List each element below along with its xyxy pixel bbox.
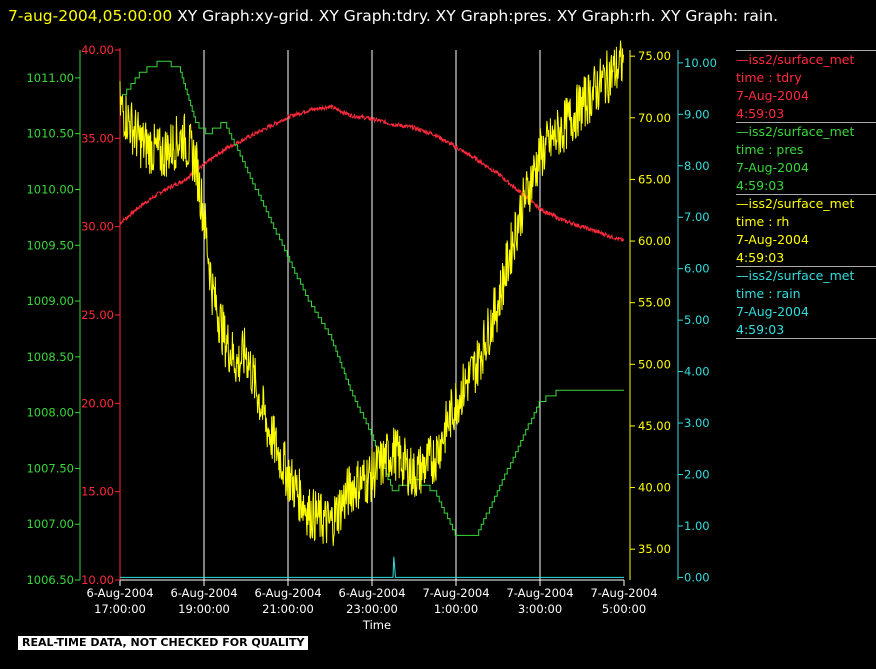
legend-series-name: —iss2/surface_met: [736, 123, 876, 141]
pres-tick-label: 1007.00: [26, 517, 74, 531]
pres-tick-label: 1009.50: [26, 238, 74, 252]
rain-tick-label: 2.00: [684, 468, 710, 482]
rh-tick-label: 60.00: [638, 234, 671, 248]
title-timestamp: 7-aug-2004,05:00:00: [8, 7, 173, 25]
legend-time: 4:59:03: [736, 106, 785, 121]
rain-tick-label: 8.00: [684, 159, 710, 173]
legend-line-swatch: —: [736, 196, 749, 211]
legend-line-swatch: —: [736, 124, 749, 139]
legend-series-label: iss2/surface_met: [748, 196, 855, 211]
legend-separator: [736, 122, 876, 123]
rain-tick-label: 5.00: [684, 313, 710, 327]
pres-tick-label: 1006.50: [26, 573, 74, 587]
rh-series-line: [119, 40, 624, 546]
rh-tick-label: 75.00: [638, 49, 671, 63]
rain-tick-label: 9.00: [684, 107, 710, 121]
rh-tick-label: 50.00: [638, 357, 671, 371]
tdry-tick-label: 40.00: [81, 43, 114, 57]
legend-entry: —iss2/surface_met time : tdry 7-Aug-2004 4:…: [736, 50, 876, 123]
tdry-tick-label: 20.00: [81, 396, 114, 410]
legend-date: 7-Aug-2004: [736, 88, 809, 103]
rain-tick-label: 1.00: [684, 519, 710, 533]
legend-series-label: iss2/surface_met: [748, 124, 855, 139]
legend-series-name: —iss2/surface_met: [736, 267, 876, 285]
x-tick-time: 17:00:00: [94, 602, 146, 616]
legend-entry: —iss2/surface_met time : rh 7-Aug-2004 4:59…: [736, 194, 876, 267]
legend-line-swatch: —: [736, 268, 749, 283]
tdry-tick-label: 15.00: [81, 485, 114, 499]
quality-disclaimer: REAL-TIME DATA, NOT CHECKED FOR QUALITY: [18, 636, 309, 650]
rh-tick-label: 45.00: [638, 419, 671, 433]
title-graph-list: XY Graph:xy-grid. XY Graph:tdry. XY Grap…: [177, 7, 778, 25]
legend-time: 4:59:03: [736, 250, 785, 265]
pres-tick-label: 1008.00: [26, 406, 74, 420]
x-tick-time: 19:00:00: [178, 602, 230, 616]
pres-tick-label: 1011.00: [26, 71, 74, 85]
x-tick-time: 23:00:00: [346, 602, 398, 616]
tdry-tick-label: 35.00: [81, 131, 114, 145]
pres-tick-label: 1010.00: [26, 182, 74, 196]
legend-time: 4:59:03: [736, 322, 785, 337]
x-tick-date: 7-Aug-2004: [506, 586, 573, 600]
legend-separator: [736, 50, 876, 51]
rain-tick-label: 10.00: [684, 56, 717, 70]
rain-tick-label: 4.00: [684, 365, 710, 379]
rh-tick-label: 55.00: [638, 296, 671, 310]
x-tick-date: 7-Aug-2004: [590, 586, 657, 600]
legend-series-label: iss2/surface_met: [748, 52, 855, 67]
legend-separator: [736, 266, 876, 267]
legend-date: 7-Aug-2004: [736, 160, 809, 175]
rh-tick-label: 40.00: [638, 481, 671, 495]
rain-tick-label: 6.00: [684, 262, 710, 276]
x-tick-time: 3:00:00: [518, 602, 562, 616]
tdry-tick-label: 10.00: [81, 573, 114, 587]
tdry-tick-label: 30.00: [81, 220, 114, 234]
legend-variable: time : rh: [736, 214, 790, 229]
rh-tick-label: 65.00: [638, 172, 671, 186]
legend-separator: [736, 338, 876, 339]
legend-date: 7-Aug-2004: [736, 304, 809, 319]
legend-variable: time : pres: [736, 142, 804, 157]
x-tick-date: 6-Aug-2004: [86, 586, 153, 600]
pres-tick-label: 1007.50: [26, 461, 74, 475]
legend-line-swatch: —: [736, 52, 749, 67]
rain-series-line: [120, 556, 624, 578]
legend-entry: —iss2/surface_met time : pres 7-Aug-2004 4:…: [736, 122, 876, 195]
pres-tick-label: 1008.50: [26, 350, 74, 364]
x-tick-time: 5:00:00: [602, 602, 646, 616]
x-axis-label: Time: [362, 618, 391, 632]
legend-date: 7-Aug-2004: [736, 232, 809, 247]
legend-series-label: iss2/surface_met: [748, 268, 855, 283]
legend-series-name: —iss2/surface_met: [736, 195, 876, 213]
pres-tick-label: 1010.50: [26, 127, 74, 141]
legend-time: 4:59:03: [736, 178, 785, 193]
legend-entry: —iss2/surface_met time : rain 7-Aug-2004 4:…: [736, 266, 876, 339]
x-tick-date: 7-Aug-2004: [422, 586, 489, 600]
tdry-tick-label: 25.00: [81, 308, 114, 322]
x-tick-date: 6-Aug-2004: [254, 586, 321, 600]
rain-tick-label: 0.00: [684, 570, 710, 584]
rain-tick-label: 7.00: [684, 210, 710, 224]
pres-series-line: [120, 60, 624, 536]
x-tick-date: 6-Aug-2004: [338, 586, 405, 600]
rh-tick-label: 70.00: [638, 111, 671, 125]
rh-tick-label: 35.00: [638, 542, 671, 556]
legend-series-name: —iss2/surface_met: [736, 51, 876, 69]
x-tick-time: 21:00:00: [262, 602, 314, 616]
tdry-series-line: [119, 103, 624, 242]
graph-title: 7-aug-2004,05:00:00 XY Graph:xy-grid. XY…: [8, 2, 868, 30]
x-tick-time: 1:00:00: [434, 602, 478, 616]
legend-variable: time : rain: [736, 286, 801, 301]
x-tick-date: 6-Aug-2004: [170, 586, 237, 600]
legend-separator: [736, 194, 876, 195]
legend-variable: time : tdry: [736, 70, 802, 85]
pres-tick-label: 1009.00: [26, 294, 74, 308]
rain-tick-label: 3.00: [684, 416, 710, 430]
